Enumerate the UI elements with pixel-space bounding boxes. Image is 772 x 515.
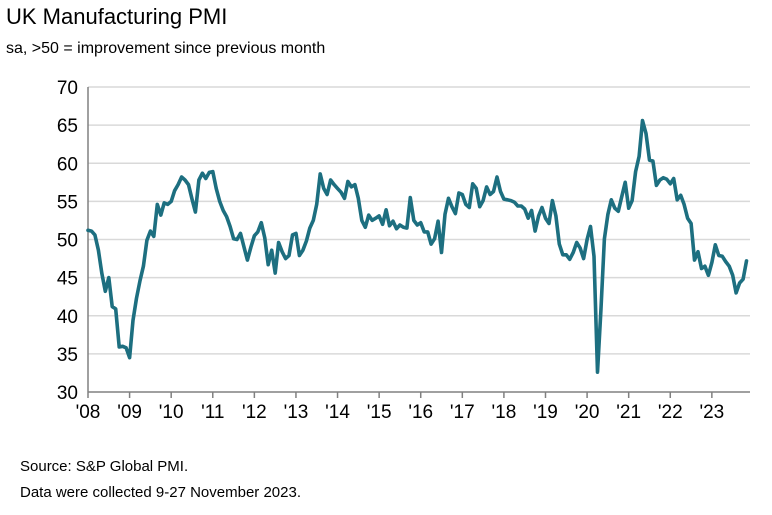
x-tick-labels: '08 '09 '10 '11 '12 '13 '14 '15 '16 '17 '18 '19 '20 '…	[76, 402, 725, 423]
y-tick-label: 35	[57, 345, 78, 366]
x-tick-label: '21	[616, 402, 641, 423]
x-tick-label: '19	[533, 402, 558, 423]
x-tick-label: '09	[117, 402, 142, 423]
series-line-pmi	[86, 118, 749, 374]
y-tick-label: 55	[57, 192, 78, 213]
axes	[87, 87, 750, 398]
x-tick-label: '20	[575, 402, 600, 423]
y-tick-labels: 30 35 40 45 50 55 60 65 70	[57, 78, 78, 404]
gridlines	[88, 86, 750, 355]
x-tick-label: '11	[201, 402, 224, 423]
chart-title: UK Manufacturing PMI	[6, 4, 228, 29]
y-tick-label: 30	[57, 383, 78, 404]
collection-note: Data were collected 9-27 November 2023.	[20, 484, 301, 501]
x-tick-label: '13	[284, 402, 309, 423]
y-tick-label: 50	[57, 231, 78, 252]
y-tick-label: 65	[57, 116, 78, 137]
x-tick-label: '16	[408, 402, 433, 423]
x-tick-label: '17	[450, 402, 475, 423]
y-tick-label: 40	[57, 307, 78, 328]
x-tick-label: '18	[492, 402, 517, 423]
x-tick-label: '08	[76, 402, 101, 423]
x-tick-label: '10	[159, 402, 184, 423]
x-tick-label: '14	[325, 402, 350, 423]
x-tick-label: '15	[367, 402, 392, 423]
source-note: Source: S&P Global PMI.	[20, 458, 189, 475]
series	[86, 118, 749, 374]
chart-subtitle: sa, >50 = improvement since previous mon…	[6, 40, 326, 57]
x-tick-label: '12	[242, 402, 267, 423]
x-tick-label: '23	[699, 402, 724, 423]
x-tick-label: '22	[658, 402, 683, 423]
y-tick-label: 60	[57, 154, 78, 175]
y-tick-label: 45	[57, 269, 78, 290]
y-tick-label: 70	[57, 78, 78, 99]
